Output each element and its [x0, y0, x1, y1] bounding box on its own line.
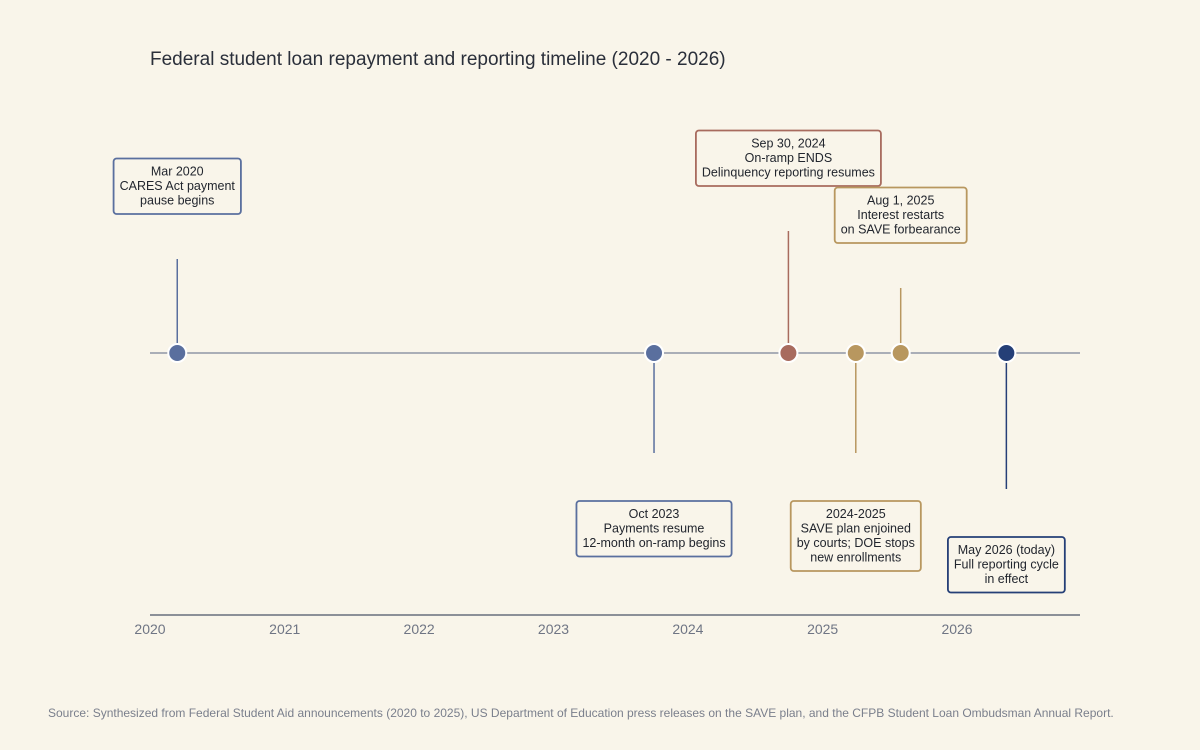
- x-tick-label: 2020: [134, 621, 165, 637]
- chart-title: Federal student loan repayment and repor…: [150, 49, 726, 70]
- event-marker: [167, 343, 188, 363]
- event-label-line: Oct 2023: [629, 507, 680, 521]
- event-label-line: new enrollments: [810, 551, 901, 565]
- x-tick-label: 2021: [269, 621, 300, 637]
- x-axis-ticks: 2020 2021 2022 2023 2024 2025 2026: [134, 621, 972, 637]
- event-marker: [996, 343, 1017, 363]
- event-label-line: CARES Act payment: [120, 179, 236, 193]
- event-label-line: on SAVE forbearance: [841, 223, 961, 237]
- event-label-box: [695, 129, 882, 187]
- event-stems: [176, 231, 1008, 489]
- x-tick-label: 2024: [672, 621, 703, 637]
- event-label-box: [112, 157, 242, 215]
- event-markers: [167, 343, 1017, 363]
- event-label-line: Payments resume: [604, 522, 705, 536]
- event-marker: [845, 343, 866, 363]
- event-label-line: by courts; DOE stops: [797, 536, 915, 550]
- x-tick-label: 2025: [807, 621, 838, 637]
- event-marker: [778, 343, 799, 363]
- source-note: Source: Synthesized from Federal Student…: [48, 706, 1114, 720]
- event-label-line: Delinquency reporting resumes: [702, 166, 875, 180]
- event-label-line: Interest restarts: [857, 208, 944, 222]
- event-label-box: [789, 500, 922, 572]
- event-label-line: Aug 1, 2025: [867, 194, 934, 208]
- event-label-line: On-ramp ENDS: [745, 151, 833, 165]
- event-label-line: Mar 2020: [151, 165, 204, 179]
- x-tick-label: 2022: [404, 621, 435, 637]
- event-marker: [644, 343, 665, 363]
- event-label-box: [833, 186, 968, 244]
- event-label-line: 12-month on-ramp begins: [582, 536, 725, 550]
- event-label-line: in effect: [985, 572, 1029, 586]
- event-label-box: [575, 500, 733, 558]
- event-label-line: pause begins: [140, 194, 214, 208]
- x-tick-label: 2026: [941, 621, 972, 637]
- event-label-line: Full reporting cycle: [954, 558, 1059, 572]
- event-label-line: Sep 30, 2024: [751, 137, 825, 151]
- x-tick-label: 2023: [538, 621, 569, 637]
- event-label-line: SAVE plan enjoined: [801, 522, 911, 536]
- event-label-line: 2024-2025: [826, 507, 886, 521]
- event-label-box: [947, 536, 1066, 594]
- event-label-line: May 2026 (today): [958, 543, 1055, 557]
- event-marker: [890, 343, 911, 363]
